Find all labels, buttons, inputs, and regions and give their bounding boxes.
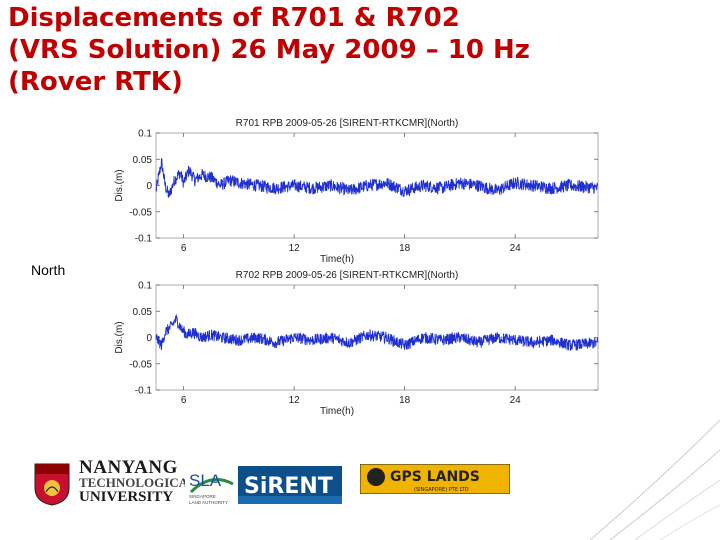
decorative-curves — [590, 420, 720, 540]
ntu-logo-text: NANYANG TECHNOLOGICAL UNIVERSITY — [79, 457, 197, 505]
ntu-line3: UNIVERSITY — [79, 489, 174, 505]
sla-sub2: LAND AUTHORITY — [189, 500, 228, 505]
x-tick-label: 24 — [510, 395, 522, 406]
x-tick-label: 6 — [181, 395, 187, 406]
series-line-1 — [155, 158, 599, 198]
ntu-line1: NANYANG — [79, 457, 178, 478]
y-tick-label: 0.05 — [133, 307, 153, 318]
x-tick-label: 18 — [399, 395, 411, 406]
series-line-2 — [155, 314, 599, 351]
y-tick-label: 0.1 — [138, 129, 152, 140]
x-tick-label: 12 — [289, 395, 301, 406]
y-tick-label: 0.05 — [133, 155, 153, 166]
sla-name: SLA — [189, 471, 222, 490]
sirent-logo: SiRENT — [238, 466, 342, 504]
x-tick-label: 12 — [289, 243, 301, 254]
gps-lands-sub: (SINGAPORE) PTE LTD — [414, 487, 469, 493]
slide-title: Displacements of R701 & R702 (VRS Soluti… — [8, 2, 708, 98]
y-tick-label: -0.05 — [129, 359, 152, 370]
sla-logo: SLA SINGAPORE LAND AUTHORITY — [185, 462, 237, 508]
plot-title-2: R702 RPB 2009-05-26 [SIRENT-RTKCMR](Nort… — [236, 270, 459, 281]
gps-lands-logo: GPS LANDS (SINGAPORE) PTE LTD — [360, 464, 510, 494]
x-tick-label: 24 — [510, 243, 522, 254]
slide-title-line-2: (VRS Solution) 26 May 2009 – 10 Hz — [8, 35, 530, 65]
ntu-line2: TECHNOLOGICAL — [79, 475, 197, 490]
gps-lands-name: GPS LANDS — [390, 469, 480, 485]
y-tick-label: 0 — [146, 333, 152, 344]
y-tick-label: -0.1 — [135, 386, 153, 397]
plot-title-1: R701 RPB 2009-05-26 [SIRENT-RTKCMR](Nort… — [236, 118, 459, 129]
x-tick-label: 18 — [399, 243, 411, 254]
direction-label: North — [31, 262, 66, 278]
x-axis-label: Time(h) — [320, 254, 354, 265]
y-axis-label: Dis.(m) — [114, 321, 125, 353]
x-axis-label: Time(h) — [320, 406, 354, 417]
y-axis-label: Dis.(m) — [114, 169, 125, 201]
y-tick-label: -0.05 — [129, 207, 152, 218]
slide-title-line-3: (Rover RTK) — [8, 67, 183, 97]
y-tick-label: -0.1 — [135, 234, 153, 245]
ntu-crest-icon — [33, 462, 71, 506]
y-tick-label: 0 — [146, 181, 152, 192]
sirent-name: SiRENT — [244, 474, 333, 499]
sla-sub1: SINGAPORE — [189, 494, 216, 499]
logo-row: NANYANG TECHNOLOGICAL UNIVERSITY SLA SIN… — [0, 458, 720, 518]
slide-title-line-1: Displacements of R701 & R702 — [8, 3, 460, 33]
y-tick-label: 0.1 — [138, 281, 152, 292]
x-tick-label: 6 — [181, 243, 187, 254]
